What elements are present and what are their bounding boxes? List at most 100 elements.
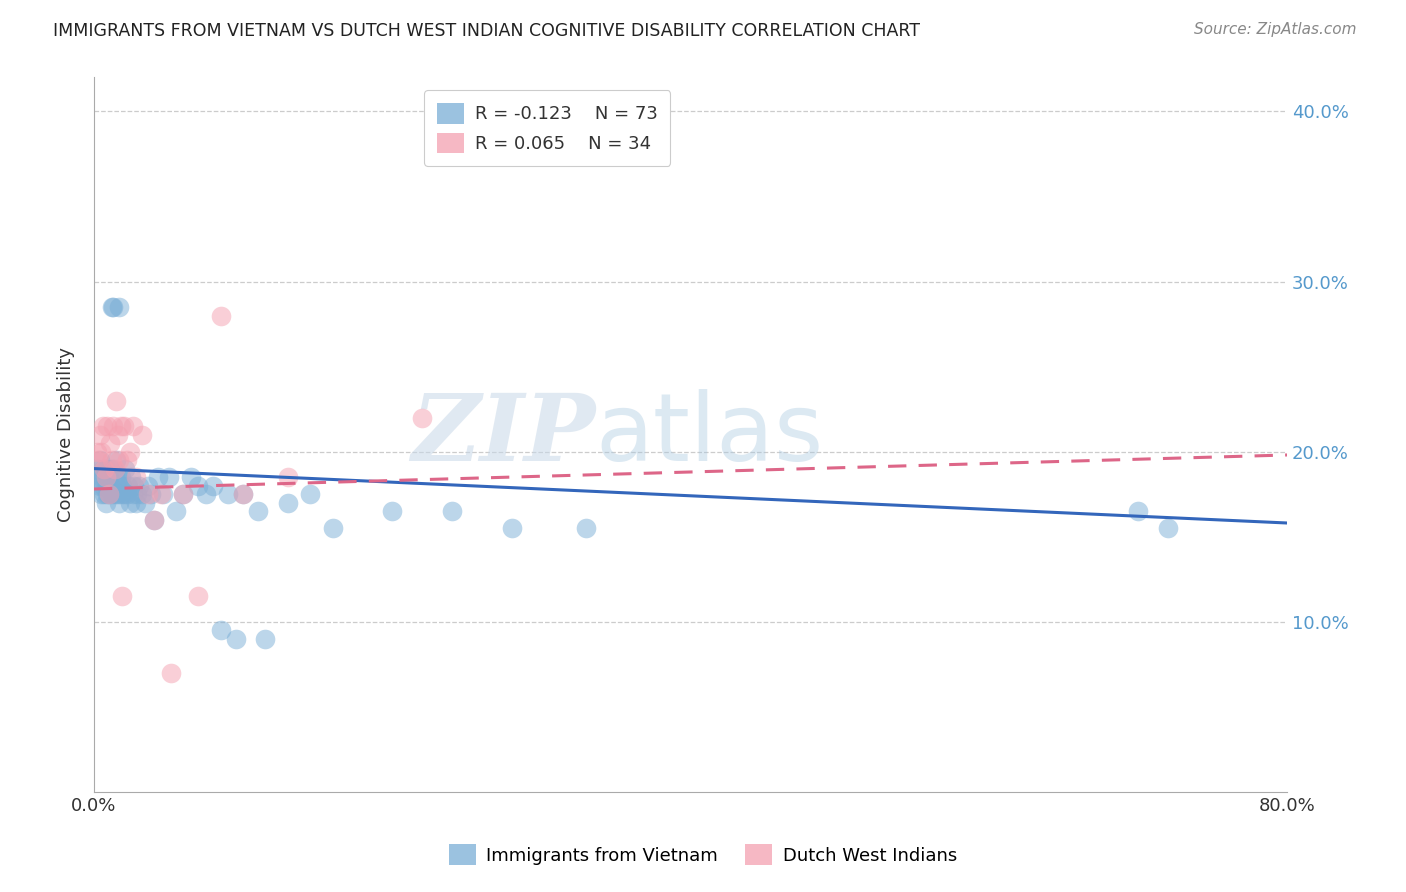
Point bbox=[98, 461, 121, 475]
Point bbox=[118, 444, 141, 458]
Point bbox=[105, 453, 128, 467]
Point bbox=[1157, 521, 1180, 535]
Point bbox=[94, 470, 117, 484]
Point bbox=[322, 521, 344, 535]
Text: Source: ZipAtlas.com: Source: ZipAtlas.com bbox=[1194, 22, 1357, 37]
Point bbox=[90, 487, 112, 501]
Point bbox=[101, 453, 124, 467]
Point bbox=[122, 478, 145, 492]
Point bbox=[105, 478, 128, 492]
Point bbox=[146, 470, 169, 484]
Point bbox=[90, 470, 112, 484]
Point bbox=[111, 589, 134, 603]
Point bbox=[107, 487, 129, 501]
Point bbox=[89, 453, 111, 467]
Point bbox=[97, 487, 120, 501]
Point bbox=[110, 470, 132, 484]
Point bbox=[101, 487, 124, 501]
Text: ZIP: ZIP bbox=[411, 390, 595, 480]
Point bbox=[108, 495, 131, 509]
Point bbox=[157, 470, 180, 484]
Point bbox=[97, 487, 120, 501]
Point bbox=[115, 453, 138, 467]
Point bbox=[136, 487, 159, 501]
Point bbox=[104, 461, 127, 475]
Point bbox=[381, 504, 404, 518]
Point bbox=[104, 487, 127, 501]
Text: atlas: atlas bbox=[595, 389, 824, 481]
Point bbox=[160, 665, 183, 680]
Point bbox=[107, 470, 129, 484]
Point bbox=[232, 487, 254, 501]
Point bbox=[105, 393, 128, 408]
Point bbox=[217, 487, 239, 501]
Point bbox=[120, 470, 142, 484]
Point bbox=[121, 419, 143, 434]
Point bbox=[94, 495, 117, 509]
Point bbox=[97, 470, 120, 484]
Point bbox=[299, 487, 322, 501]
Point bbox=[91, 478, 114, 492]
Y-axis label: Cognitive Disability: Cognitive Disability bbox=[58, 347, 75, 522]
Point bbox=[93, 470, 115, 484]
Point bbox=[86, 470, 108, 484]
Point bbox=[89, 478, 111, 492]
Point bbox=[115, 487, 138, 501]
Point bbox=[254, 632, 277, 646]
Point bbox=[575, 521, 598, 535]
Point bbox=[86, 444, 108, 458]
Point bbox=[246, 504, 269, 518]
Point bbox=[91, 419, 114, 434]
Point bbox=[108, 453, 131, 467]
Point bbox=[172, 487, 194, 501]
Point bbox=[98, 478, 121, 492]
Point bbox=[194, 487, 217, 501]
Point bbox=[142, 513, 165, 527]
Point bbox=[110, 487, 132, 501]
Point bbox=[93, 461, 115, 475]
Point bbox=[411, 410, 433, 425]
Point bbox=[187, 478, 209, 492]
Point bbox=[118, 495, 141, 509]
Point bbox=[90, 444, 112, 458]
Point bbox=[501, 521, 523, 535]
Point bbox=[125, 470, 148, 484]
Point bbox=[112, 419, 135, 434]
Point bbox=[232, 487, 254, 501]
Point bbox=[131, 487, 153, 501]
Point bbox=[96, 419, 118, 434]
Point bbox=[98, 436, 121, 450]
Point bbox=[225, 632, 247, 646]
Point bbox=[180, 470, 202, 484]
Point bbox=[131, 427, 153, 442]
Point bbox=[117, 478, 139, 492]
Point bbox=[277, 495, 299, 509]
Point bbox=[112, 487, 135, 501]
Point bbox=[110, 419, 132, 434]
Legend: Immigrants from Vietnam, Dutch West Indians: Immigrants from Vietnam, Dutch West Indi… bbox=[441, 837, 965, 872]
Point bbox=[125, 495, 148, 509]
Point bbox=[89, 427, 111, 442]
Point bbox=[139, 487, 162, 501]
Legend: R = -0.123    N = 73, R = 0.065    N = 34: R = -0.123 N = 73, R = 0.065 N = 34 bbox=[425, 90, 671, 166]
Point bbox=[187, 589, 209, 603]
Point bbox=[111, 478, 134, 492]
Text: IMMIGRANTS FROM VIETNAM VS DUTCH WEST INDIAN COGNITIVE DISABILITY CORRELATION CH: IMMIGRANTS FROM VIETNAM VS DUTCH WEST IN… bbox=[53, 22, 921, 40]
Point bbox=[94, 461, 117, 475]
Point bbox=[202, 478, 225, 492]
Point bbox=[114, 461, 136, 475]
Point bbox=[134, 495, 156, 509]
Point bbox=[127, 487, 149, 501]
Point bbox=[93, 487, 115, 501]
Point bbox=[277, 470, 299, 484]
Point bbox=[209, 309, 232, 323]
Point bbox=[142, 513, 165, 527]
Point bbox=[209, 623, 232, 637]
Point bbox=[150, 487, 173, 501]
Point bbox=[108, 300, 131, 314]
Point bbox=[136, 478, 159, 492]
Point bbox=[96, 487, 118, 501]
Point bbox=[96, 478, 118, 492]
Point bbox=[103, 300, 125, 314]
Point bbox=[121, 487, 143, 501]
